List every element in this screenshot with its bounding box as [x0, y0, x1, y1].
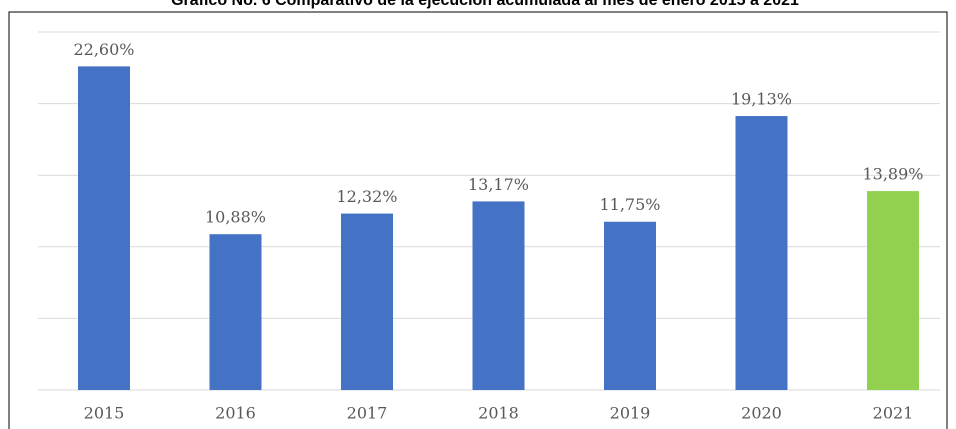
x-tick-label: 2015	[84, 404, 125, 423]
data-label: 10,88%	[205, 208, 266, 227]
x-tick-label: 2018	[478, 404, 519, 423]
data-label: 19,13%	[731, 90, 792, 109]
x-tick-label: 2017	[347, 404, 388, 423]
x-tick-label: 2016	[215, 404, 256, 423]
bar	[341, 213, 393, 390]
bar	[604, 221, 656, 390]
chart-border	[8, 11, 948, 429]
x-tick-label: 2020	[741, 404, 782, 423]
data-label: 11,75%	[599, 195, 660, 214]
data-label: 12,32%	[336, 187, 397, 206]
data-label: 13,17%	[468, 175, 529, 194]
bar	[209, 234, 262, 390]
bar	[735, 116, 788, 390]
x-tick-label: 2021	[873, 404, 914, 423]
data-label: 22,60%	[73, 40, 134, 59]
x-tick-label: 2019	[610, 404, 651, 423]
data-label: 13,89%	[862, 165, 923, 184]
bar	[78, 66, 130, 391]
bar	[472, 201, 525, 390]
chart-title: Gráfico No. 6 Comparativo de la ejecució…	[171, 0, 799, 9]
bar	[867, 191, 919, 390]
